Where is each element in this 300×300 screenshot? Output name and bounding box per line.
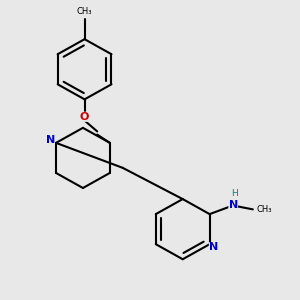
Text: N: N <box>229 200 238 210</box>
Text: H: H <box>231 189 238 198</box>
Text: CH₃: CH₃ <box>77 7 92 16</box>
Text: O: O <box>80 112 89 122</box>
Text: N: N <box>46 135 55 145</box>
Text: N: N <box>209 242 218 252</box>
Text: CH₃: CH₃ <box>256 206 272 214</box>
